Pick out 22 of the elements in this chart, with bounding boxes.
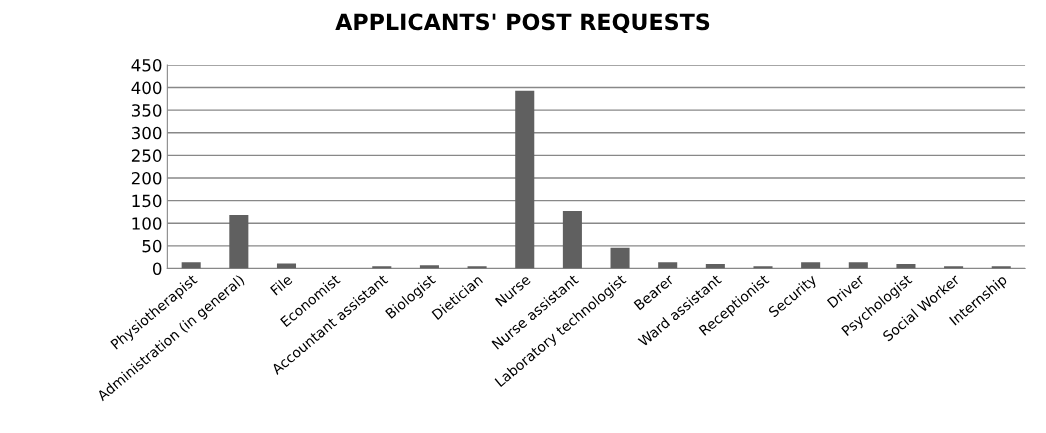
chart-title: APPLICANTS' POST REQUESTS (335, 13, 710, 34)
bar (610, 247, 630, 269)
bar (848, 262, 868, 269)
y-tick-label: 0 (152, 262, 162, 276)
y-tick-label: 400 (131, 81, 162, 95)
y-tick-label: 250 (131, 149, 162, 162)
bar (753, 266, 773, 269)
y-tick-label: 350 (131, 104, 162, 117)
y-tick-label: 450 (131, 58, 162, 72)
bar (229, 215, 249, 269)
bar (562, 211, 582, 269)
y-tick-label: 200 (131, 171, 162, 185)
bar (515, 90, 535, 269)
bar (801, 262, 821, 269)
bar (419, 265, 439, 269)
y-tick-label: 50 (142, 239, 162, 253)
y-tick-label: 150 (132, 194, 162, 208)
y-tick-label: 100 (132, 217, 162, 230)
bar (658, 262, 678, 269)
bar (181, 262, 201, 269)
y-tick-label: 300 (131, 126, 162, 140)
bar (276, 263, 297, 269)
